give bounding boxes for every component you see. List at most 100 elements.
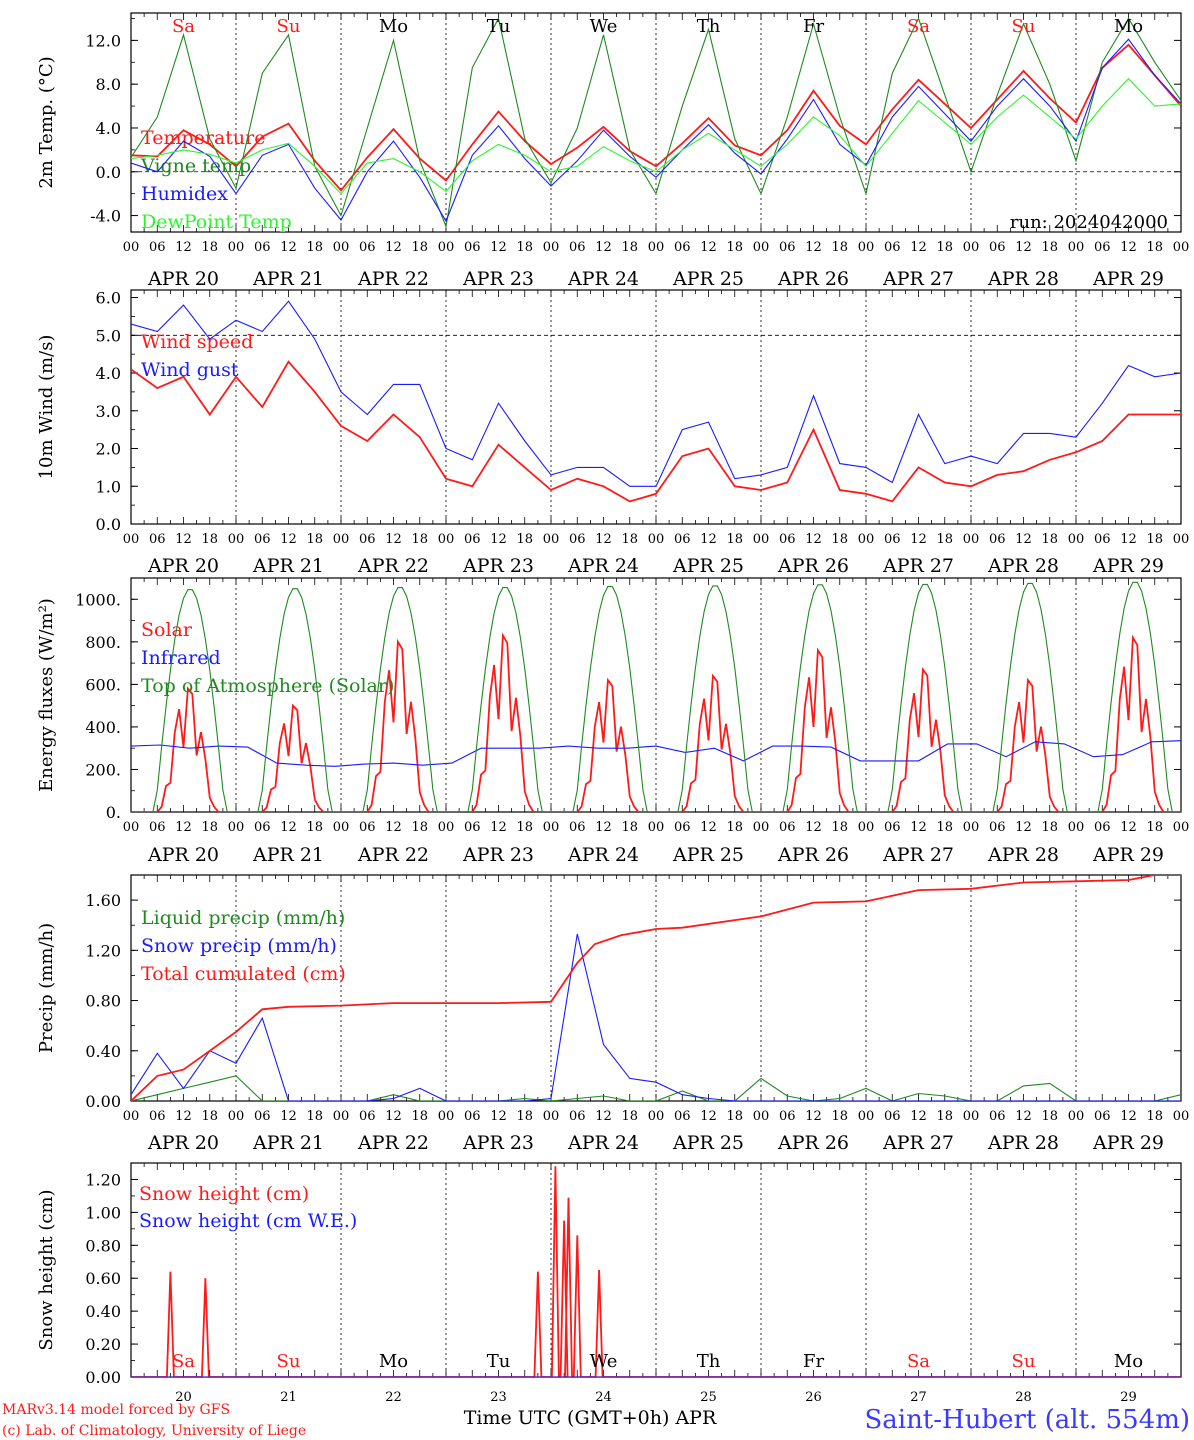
hour-tick-label: 06	[359, 532, 376, 547]
hour-tick-label: 12	[595, 820, 612, 835]
footer-model: MARv3.14 model forced by GFS	[2, 1402, 230, 1418]
date-label: APR 25	[672, 268, 744, 290]
y-tick-label: 0.60	[85, 1269, 121, 1288]
series-line-total-cumulated-cm-	[131, 875, 1181, 1101]
date-label: APR 21	[252, 844, 324, 866]
weekday-label: Tu	[487, 16, 511, 37]
hour-tick-label: 06	[674, 820, 691, 835]
date-label: APR 29	[1092, 1132, 1164, 1154]
day-number-label: 22	[385, 1390, 402, 1405]
hour-tick-label: 00	[438, 1109, 455, 1124]
hour-tick-label: 06	[149, 1109, 166, 1124]
weekday-label: Sa	[172, 1351, 195, 1372]
hour-tick-label: 00	[963, 1109, 980, 1124]
y-tick-label: 400.	[85, 718, 121, 737]
y-tick-label: 5.0	[96, 326, 121, 345]
weekday-label: Sa	[172, 16, 195, 37]
y-tick-label: 600.	[85, 675, 121, 694]
weekday-label: Th	[697, 1351, 721, 1372]
hour-tick-label: 18	[411, 820, 428, 835]
hour-tick-label: 06	[779, 532, 796, 547]
date-label: APR 28	[987, 1132, 1059, 1154]
hour-tick-label: 18	[726, 820, 743, 835]
hour-tick-label: 00	[1068, 1109, 1085, 1124]
y-tick-label: 0.20	[85, 1335, 121, 1354]
date-label: APR 26	[777, 1132, 849, 1154]
date-label: APR 26	[777, 555, 849, 577]
weekday-label: Mo	[1114, 1351, 1143, 1372]
y-tick-label: 200.	[85, 760, 121, 779]
hour-tick-label: 06	[464, 532, 481, 547]
hour-tick-label: 18	[621, 532, 638, 547]
y-tick-label: 4.0	[96, 364, 121, 383]
series-line-top-of-atmosphere-solar-	[131, 581, 1181, 812]
legend-entry: Humidex	[141, 183, 228, 205]
hour-tick-label: 00	[648, 240, 665, 255]
hour-tick-label: 18	[516, 1109, 533, 1124]
hour-tick-label: 18	[726, 1109, 743, 1124]
hour-tick-label: 18	[411, 1109, 428, 1124]
weekday-label: Mo	[379, 1351, 408, 1372]
legend-entry: Snow height (cm W.E.)	[139, 1210, 357, 1232]
hour-tick-label: 00	[1173, 1109, 1190, 1124]
weekday-label: Sa	[907, 16, 930, 37]
y-tick-label: -4.0	[90, 207, 121, 226]
y-tick-label: 0.	[106, 803, 121, 822]
hour-tick-label: 12	[805, 240, 822, 255]
legend-entry: Top of Atmosphere (Solar)	[141, 675, 394, 697]
hour-tick-label: 12	[805, 820, 822, 835]
hour-tick-label: 12	[595, 532, 612, 547]
hour-tick-label: 00	[858, 240, 875, 255]
date-label: APR 20	[147, 555, 219, 577]
hour-tick-label: 12	[910, 532, 927, 547]
date-label: APR 21	[252, 1132, 324, 1154]
legend-entry: Liquid precip (mm/h)	[141, 907, 345, 929]
panel-snow: 0.00 0.20 0.40 0.60 0.80 1.00 1.20 Snow height …	[36, 1162, 1182, 1405]
hour-tick-label: 00	[753, 240, 770, 255]
y-tick-label: 8.0	[96, 75, 121, 94]
hour-tick-label: 12	[385, 1109, 402, 1124]
hour-tick-label: 06	[779, 820, 796, 835]
day-number-label: 28	[1015, 1390, 1032, 1405]
hour-tick-label: 12	[490, 532, 507, 547]
hour-tick-label: 18	[621, 240, 638, 255]
weekday-label: We	[590, 16, 618, 37]
hour-tick-label: 06	[1094, 820, 1111, 835]
hour-tick-label: 06	[884, 1109, 901, 1124]
weekday-label: Su	[1012, 1351, 1036, 1372]
hour-tick-label: 06	[569, 1109, 586, 1124]
date-label: APR 26	[777, 268, 849, 290]
day-number-label: 26	[805, 1390, 822, 1405]
y-tick-label: 0.40	[85, 1302, 121, 1321]
date-label: APR 22	[357, 844, 429, 866]
hour-tick-label: 18	[621, 820, 638, 835]
legend-entry: Temperature	[141, 127, 265, 149]
hour-tick-label: 00	[1068, 820, 1085, 835]
hour-tick-label: 18	[936, 820, 953, 835]
hour-tick-label: 06	[149, 532, 166, 547]
series-line-infrared	[131, 740, 1181, 767]
hour-tick-label: 18	[201, 820, 218, 835]
date-label: APR 25	[672, 555, 744, 577]
date-label: APR 23	[462, 555, 534, 577]
y-tick-label: 1000.	[75, 590, 121, 609]
hour-tick-label: 12	[385, 820, 402, 835]
hour-tick-label: 00	[963, 240, 980, 255]
series-line-vigne-temp	[131, 16, 1181, 229]
date-label: APR 20	[147, 1132, 219, 1154]
hour-tick-label: 18	[831, 820, 848, 835]
y-axis-label: Snow height (cm)	[36, 1189, 57, 1350]
hour-tick-label: 00	[648, 820, 665, 835]
hour-tick-label: 12	[1015, 532, 1032, 547]
hour-tick-label: 12	[805, 1109, 822, 1124]
y-axis-label: 10m Wind (m/s)	[36, 335, 57, 480]
hour-tick-label: 00	[963, 532, 980, 547]
hour-tick-label: 00	[543, 240, 560, 255]
hour-tick-label: 18	[201, 1109, 218, 1124]
hour-tick-label: 00	[753, 532, 770, 547]
day-number-label: 27	[910, 1390, 927, 1405]
hour-tick-label: 00	[858, 820, 875, 835]
panel-energy: 0. 200. 400. 600. 800. 1000. Energy fluxes (W/…	[36, 577, 1189, 866]
date-label: APR 22	[357, 555, 429, 577]
